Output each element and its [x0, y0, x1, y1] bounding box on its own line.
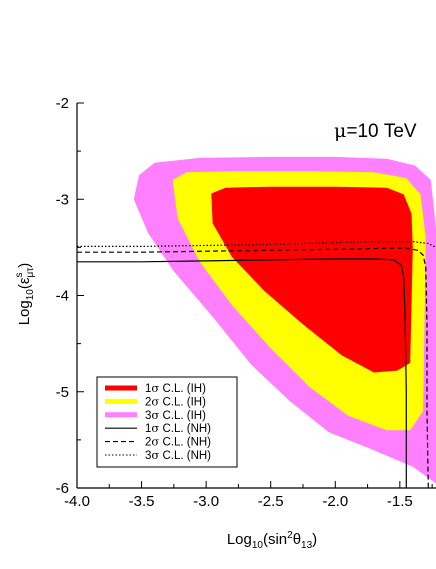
- annotation-mu: μ: [334, 120, 346, 142]
- y-tick-label: -6: [56, 480, 69, 497]
- curve-1sigma-c-l-nh: [77, 258, 407, 488]
- legend-label-2sigma-c-l-nh: 2σ C.L. (NH): [145, 435, 211, 449]
- x-tick-label: -2.0: [322, 493, 348, 510]
- annotation-text: =10 TeV: [346, 121, 417, 142]
- x-axis-title: Log10(sin2θ13): [227, 530, 317, 551]
- x-tick-label: -2.5: [258, 493, 284, 510]
- legend-box: [96, 376, 238, 468]
- x-tick-label: -1.5: [387, 493, 413, 510]
- x-tick-label: -3.0: [193, 493, 219, 510]
- x-tick-label: -4.0: [64, 493, 90, 510]
- legend-label-3sigma-c-l-ih: 3σ C.L. (IH): [145, 408, 206, 422]
- legend: 1σ C.L. (IH)2σ C.L. (IH)3σ C.L. (IH)1σ C…: [96, 376, 238, 468]
- y-tick-label: -5: [56, 384, 69, 401]
- x-tick-label: -3.5: [129, 493, 155, 510]
- y-tick-label: -4: [56, 288, 69, 305]
- legend-label-1sigma-c-l-nh: 1σ C.L. (NH): [145, 421, 211, 435]
- curve-2sigma-c-l-nh: [77, 247, 429, 488]
- y-tick-label: -3: [56, 191, 69, 208]
- plot-regions: [133, 156, 436, 484]
- axes: -4.0 -3.5 -3.0 -2.5 -2.0 -1.5 -2 -3 -4 -5 -6: [56, 95, 436, 510]
- region-1sigma-c-l-ih: [211, 186, 413, 373]
- legend-label-2sigma-c-l-ih: 2σ C.L. (IH): [145, 394, 206, 408]
- legend-label-1sigma-c-l-ih: 1σ C.L. (IH): [145, 381, 206, 395]
- annotation: μ=10 TeV: [334, 120, 417, 142]
- plot-curves: [77, 241, 436, 488]
- y-tick-label: -2: [56, 95, 69, 112]
- y-axis-title: Log10(εsμτ): [14, 263, 36, 326]
- legend-label-3sigma-c-l-nh: 3σ C.L. (NH): [145, 448, 211, 462]
